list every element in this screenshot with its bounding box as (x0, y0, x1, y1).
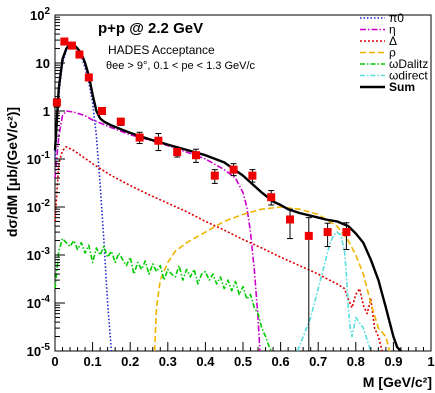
data-point (116, 117, 125, 126)
data-point (342, 228, 351, 237)
data-point (323, 228, 332, 237)
x-axis-title: M [GeV/c²] (363, 374, 432, 390)
legend-label: Δ (389, 34, 397, 48)
legend-label: ωDalitz (389, 57, 428, 71)
data-point (60, 37, 69, 46)
series-line-2 (54, 145, 383, 352)
data-point (67, 41, 76, 50)
x-tick-label: 0.7 (309, 354, 327, 369)
x-tick-label: 0.3 (159, 354, 177, 369)
y-tick-label: 10-1 (27, 150, 51, 167)
axes-layer: 0 0.1 0.2 0.3 0.4 0.5 0.6 0.7 0.8 0.9 1 102 10 1 10-1 1… (27, 6, 435, 369)
data-point (267, 193, 276, 202)
data-point (135, 133, 144, 142)
data-point (304, 231, 313, 240)
series-line-3 (153, 206, 391, 352)
data-point (75, 50, 84, 59)
legend-label: η (389, 23, 396, 37)
x-tick-label: 0.4 (196, 354, 215, 369)
y-tick-label: 10 (36, 56, 50, 71)
data-point (192, 151, 200, 160)
data-point (248, 171, 257, 180)
data-point (229, 165, 238, 174)
data-point (84, 73, 93, 82)
y-tick-label: 10-4 (27, 294, 51, 311)
x-tick-label: 0 (51, 354, 58, 369)
legend-label: ρ (389, 46, 396, 60)
series-line-4 (54, 237, 272, 352)
data-point (173, 147, 182, 156)
data-points-layer (52, 37, 351, 352)
legend-label: Sum (389, 80, 415, 94)
chart-title: p+p @ 2.2 GeV (98, 20, 203, 37)
y-tick-label: 10-2 (27, 198, 51, 215)
legend-label: ωdirect (389, 69, 428, 83)
y-tick-label: 10-3 (27, 246, 51, 263)
data-point (52, 98, 61, 107)
data-point (210, 171, 219, 180)
data-point (154, 136, 163, 145)
y-axis-title: dσ/dM [μb/(GeV/c²)] (4, 107, 20, 237)
legend-label: π0 (389, 11, 404, 25)
x-tick-label: 0.5 (234, 354, 252, 369)
y-tick-label: 1 (43, 104, 50, 119)
x-tick-label: 0.6 (272, 354, 290, 369)
y-tick-label: 10-5 (27, 342, 51, 359)
x-tick-label: 1 (427, 354, 434, 369)
series-line-5 (296, 231, 372, 352)
data-point (286, 215, 294, 224)
x-tick-label: 0.9 (384, 354, 402, 369)
data-point (98, 107, 106, 115)
x-tick-label: 0.8 (347, 354, 365, 369)
chart-subtitle: HADES Acceptance (108, 43, 215, 57)
chart-cuts: θee > 9°, 0.1 < pe < 1.3 GeV/c (106, 60, 256, 72)
x-tick-label: 0.1 (84, 354, 102, 369)
x-tick-label: 0.2 (121, 354, 139, 369)
y-tick-label: 102 (30, 6, 50, 23)
